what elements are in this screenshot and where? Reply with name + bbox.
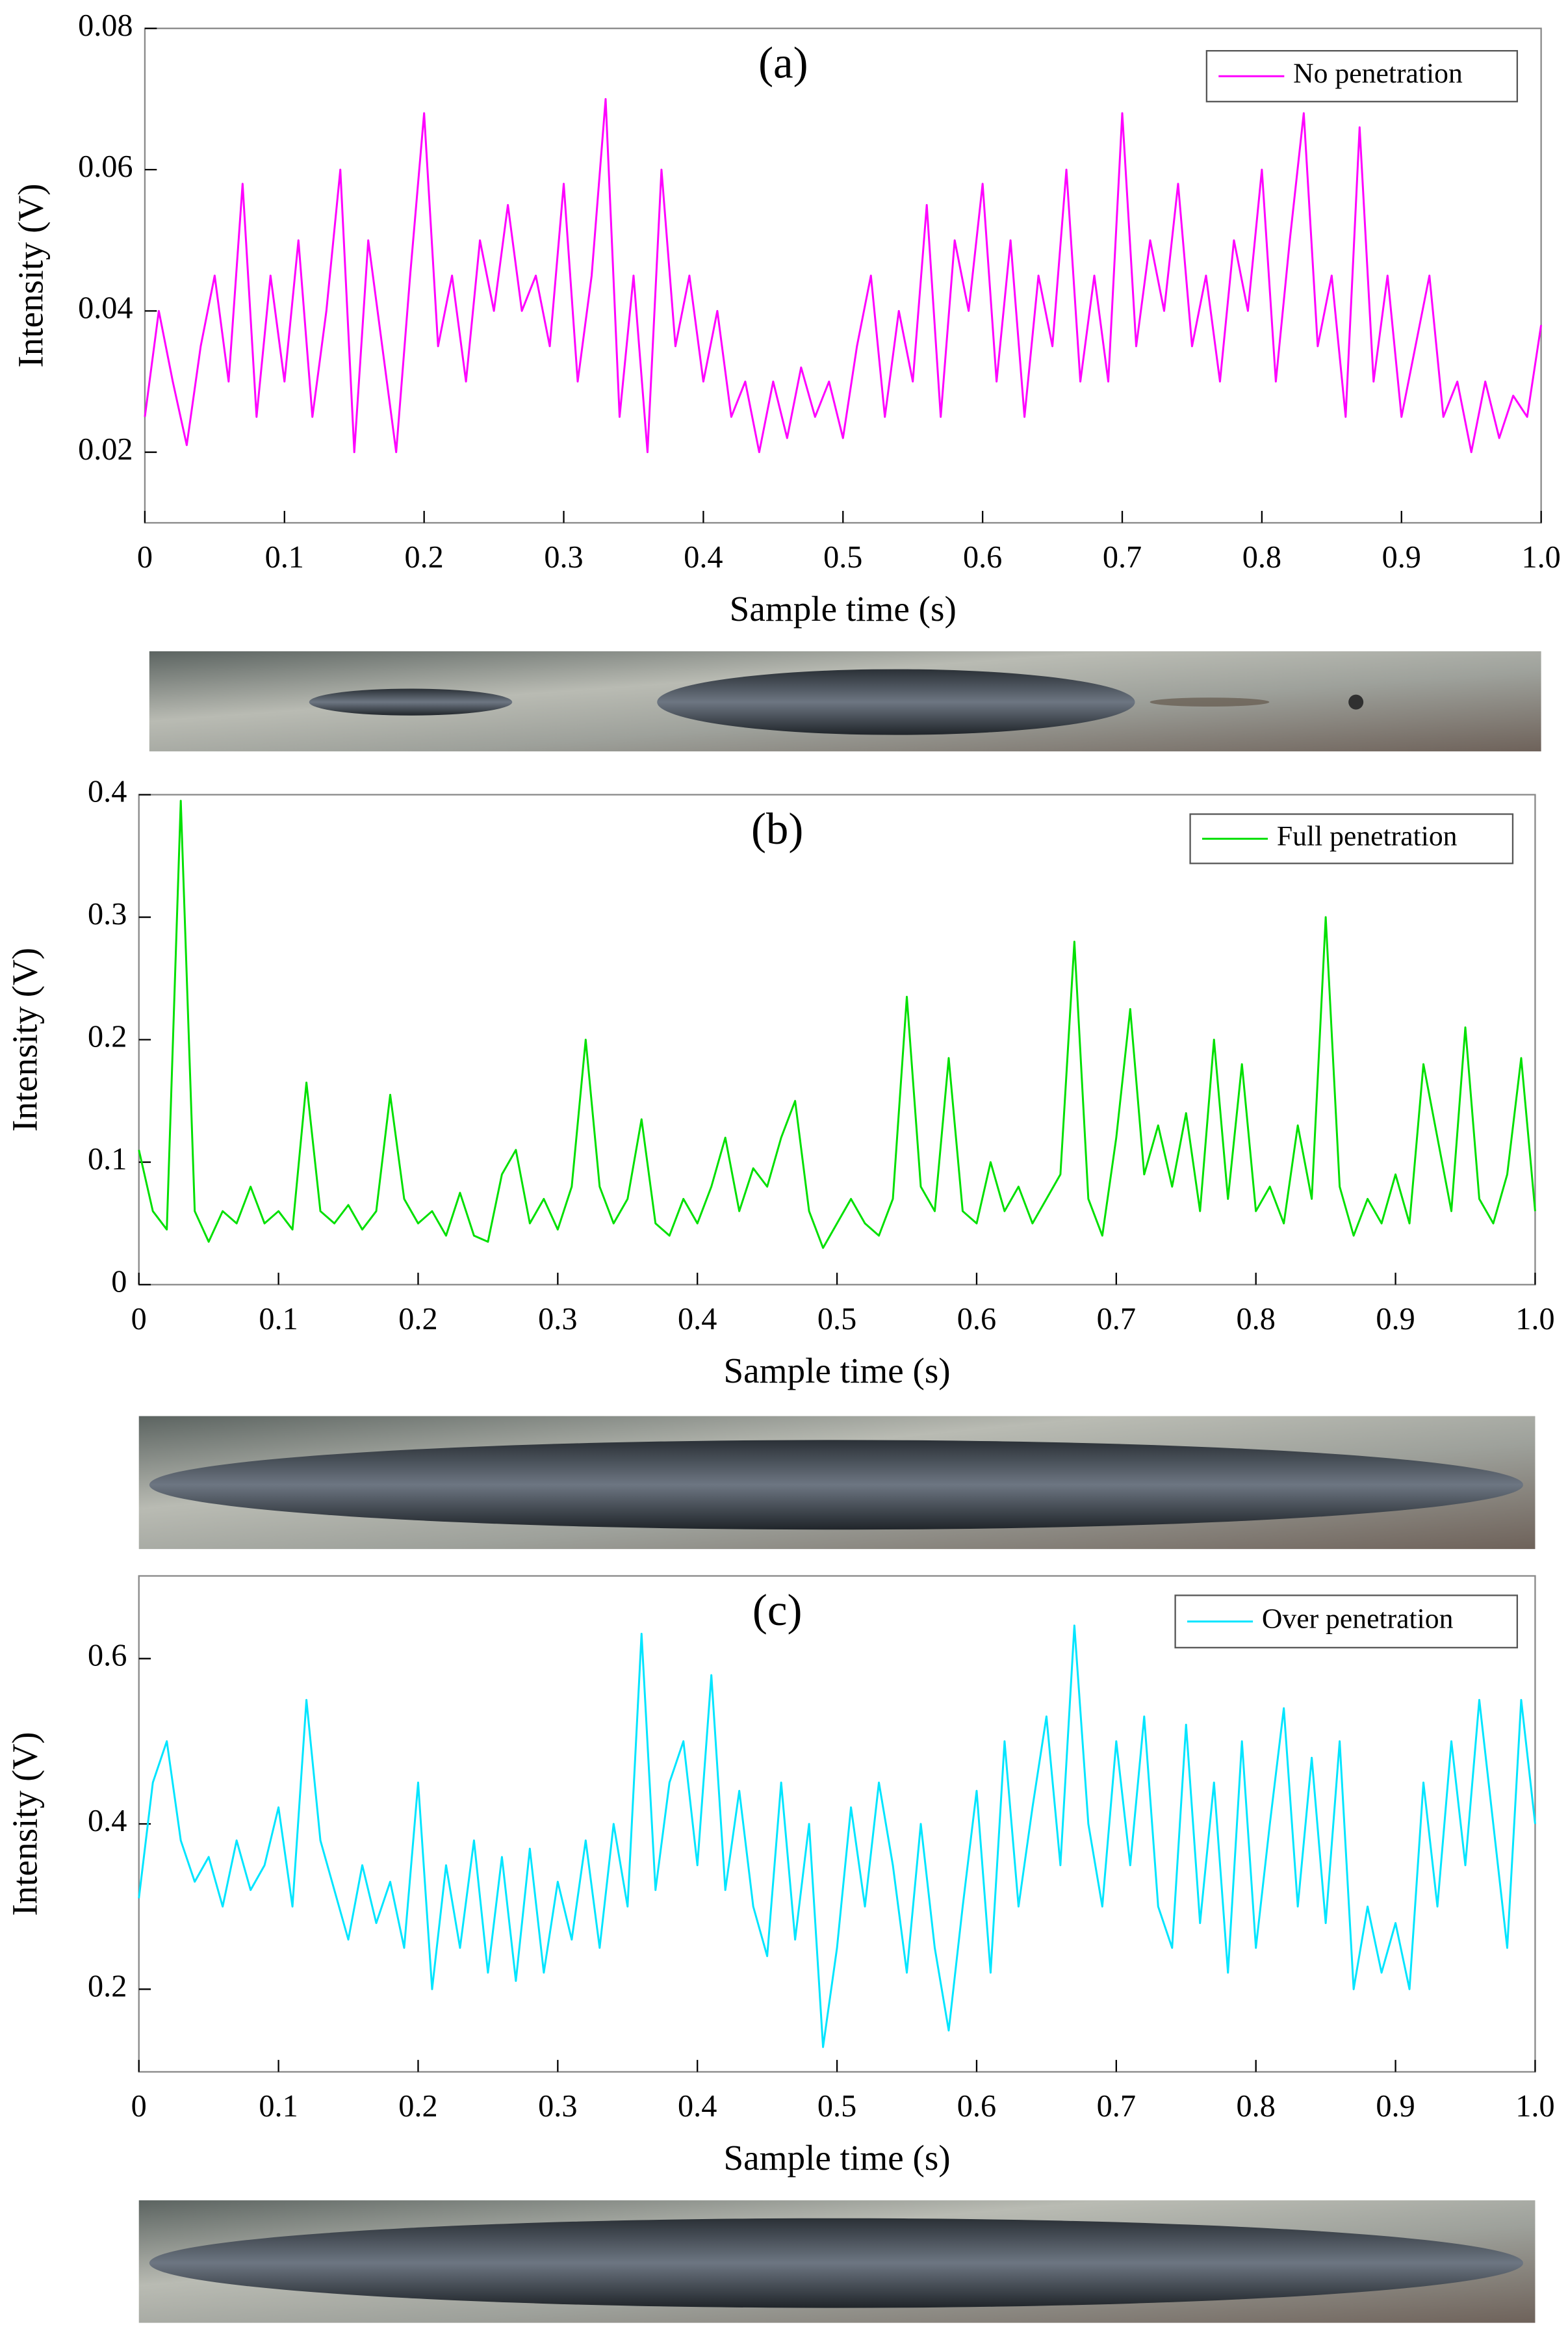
x-tick-label: 0.3 xyxy=(538,2089,577,2124)
y-tick-label: 0.6 xyxy=(88,1639,127,1673)
y-tick-label: 0.02 xyxy=(78,432,133,467)
x-tick-label: 0.4 xyxy=(678,1302,717,1336)
y-tick-label: 0.2 xyxy=(88,1969,127,2003)
data-line xyxy=(138,800,1536,1249)
x-tick-label: 0 xyxy=(137,540,153,575)
x-tick-label: 0.5 xyxy=(817,2089,856,2124)
x-tick-label: 0.5 xyxy=(817,1302,856,1336)
x-tick-label: 0 xyxy=(131,1302,147,1336)
y-axis-label: Intensity (V) xyxy=(5,1732,44,1916)
x-tick-label: 0.7 xyxy=(1097,1302,1136,1336)
x-tick-label: 0.1 xyxy=(259,2089,298,2124)
y-tick-label: 0.4 xyxy=(88,1804,127,1838)
y-tick-label: 0.1 xyxy=(88,1142,127,1176)
plot-frame xyxy=(138,1575,1536,2073)
y-tick-label: 0.3 xyxy=(88,897,127,931)
plot-frame xyxy=(138,794,1536,1286)
x-tick-label: 1.0 xyxy=(1521,540,1560,575)
weld-photo xyxy=(149,651,1541,751)
x-tick-label: 1.0 xyxy=(1515,2089,1554,2124)
x-axis-label: Sample time (s) xyxy=(724,1351,951,1390)
x-tick-label: 0.6 xyxy=(957,1302,996,1336)
x-tick-label: 0.8 xyxy=(1242,540,1281,575)
x-tick-label: 0.9 xyxy=(1376,2089,1415,2124)
x-tick-label: 0.2 xyxy=(398,2089,437,2124)
y-tick-label: 0.2 xyxy=(88,1020,127,1054)
x-tick-label: 0.2 xyxy=(398,1302,437,1336)
x-tick-label: 0.4 xyxy=(684,540,723,575)
x-axis-label: Sample time (s) xyxy=(730,589,957,629)
y-tick-label: 0.04 xyxy=(78,291,133,325)
weld-photo xyxy=(138,1416,1536,1550)
chart-title: (a) xyxy=(758,38,808,87)
x-tick-label: 0.9 xyxy=(1382,540,1421,575)
x-tick-label: 0.5 xyxy=(823,540,862,575)
weld-photo xyxy=(138,2200,1536,2323)
y-tick-label: 0.4 xyxy=(88,775,127,809)
y-tick-label: 0.06 xyxy=(78,150,133,184)
data-line xyxy=(138,1624,1536,2048)
x-tick-label: 0.7 xyxy=(1103,540,1142,575)
legend-label: No penetration xyxy=(1293,58,1463,89)
x-tick-label: 0.3 xyxy=(544,540,583,575)
chart-title: (c) xyxy=(752,1585,803,1635)
x-tick-label: 1.0 xyxy=(1515,1302,1554,1336)
x-tick-label: 0.7 xyxy=(1097,2089,1136,2124)
x-tick-label: 0.9 xyxy=(1376,1302,1415,1336)
legend-label: Full penetration xyxy=(1277,820,1458,852)
y-axis-label: Intensity (V) xyxy=(11,183,51,367)
x-tick-label: 0.4 xyxy=(678,2089,717,2124)
chart-title: (b) xyxy=(751,804,803,853)
x-tick-label: 0.6 xyxy=(963,540,1002,575)
data-line xyxy=(144,98,1543,454)
x-tick-label: 0.1 xyxy=(259,1302,298,1336)
legend-label: Over penetration xyxy=(1262,1604,1454,1635)
y-tick-label: 0.08 xyxy=(78,8,133,43)
y-axis-label: Intensity (V) xyxy=(5,948,44,1132)
x-tick-label: 0.8 xyxy=(1237,1302,1276,1336)
x-tick-label: 0.1 xyxy=(265,540,304,575)
x-tick-label: 0 xyxy=(131,2089,147,2124)
x-tick-label: 0.2 xyxy=(405,540,444,575)
x-axis-label: Sample time (s) xyxy=(724,2138,951,2178)
x-tick-label: 0.3 xyxy=(538,1302,577,1336)
y-tick-label: 0 xyxy=(111,1264,127,1299)
x-tick-label: 0.6 xyxy=(957,2089,996,2124)
x-tick-label: 0.8 xyxy=(1237,2089,1276,2124)
